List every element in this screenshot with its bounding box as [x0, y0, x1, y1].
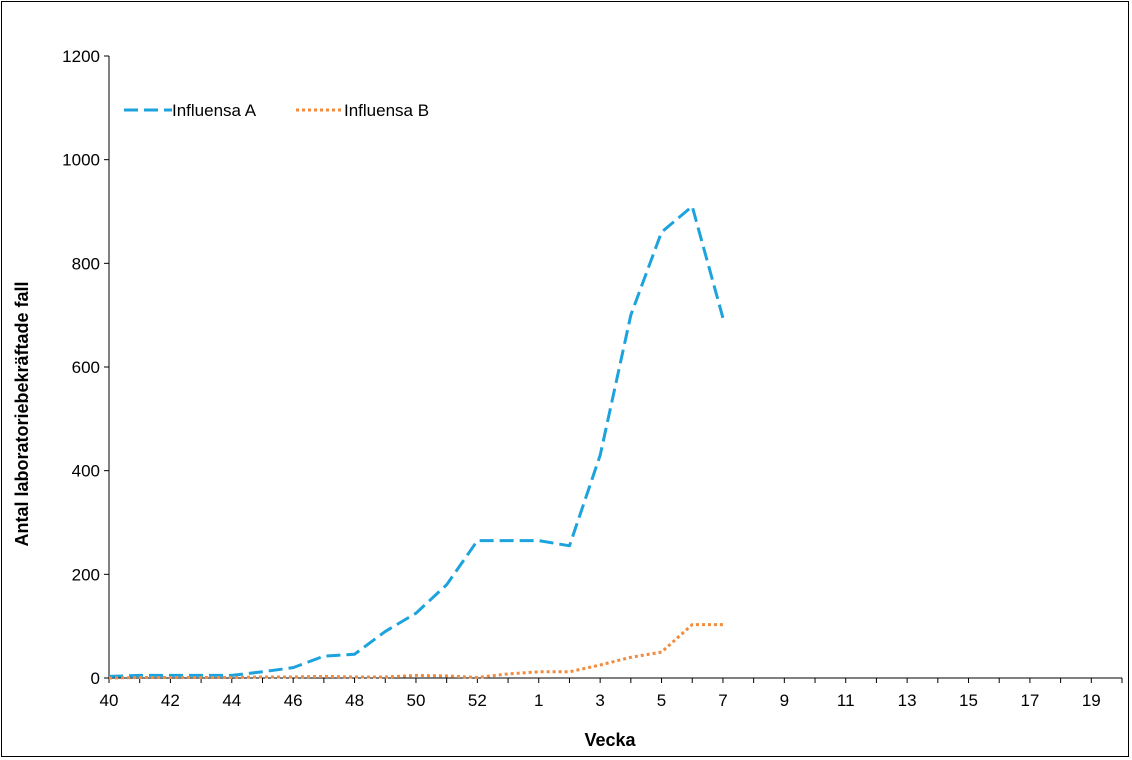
x-tick-label: 50: [407, 691, 426, 710]
x-tick-label: 9: [780, 691, 789, 710]
data-point-influensa-b: [200, 676, 203, 679]
data-point-influensa-a: [629, 314, 632, 317]
x-tick-label: 3: [595, 691, 604, 710]
x-tick-label: 48: [345, 691, 364, 710]
x-tick-label: 42: [161, 691, 180, 710]
data-point-influensa-b: [629, 656, 632, 659]
data-point-influensa-a: [322, 655, 325, 658]
data-point-influensa-a: [568, 544, 571, 547]
data-point-influensa-a: [691, 205, 694, 208]
y-axis-title: Antal laboratoriebekräftade fall: [12, 281, 32, 546]
data-point-influensa-b: [353, 675, 356, 678]
data-point-influensa-b: [691, 623, 694, 626]
x-tick-label: 13: [898, 691, 917, 710]
data-point-influensa-b: [445, 674, 448, 677]
data-point-influensa-a: [599, 454, 602, 457]
x-tick-label: 40: [100, 691, 119, 710]
x-tick-label: 44: [222, 691, 241, 710]
data-point-influensa-a: [721, 316, 724, 319]
x-tick-label: 19: [1082, 691, 1101, 710]
data-point-influensa-b: [322, 675, 325, 678]
data-point-influensa-b: [230, 676, 233, 679]
data-point-influensa-b: [292, 675, 295, 678]
x-axis: 40 42 44 46 48 50 52 1 3 5 7 9 11 13 15 17 19: [100, 677, 1123, 710]
x-tick-label: 52: [468, 691, 487, 710]
data-point-influensa-b: [507, 672, 510, 675]
data-point-influensa-b: [108, 677, 111, 680]
data-point-influensa-b: [384, 675, 387, 678]
data-point-influensa-b: [568, 670, 571, 673]
legend-label-influensa-b: Influensa B: [344, 101, 429, 120]
x-tick-label: 1: [534, 691, 543, 710]
data-point-influensa-b: [476, 676, 479, 679]
y-tick-label: 1000: [62, 151, 100, 170]
legend: Influensa A Influensa B: [124, 101, 429, 120]
data-point-influensa-a: [384, 630, 387, 633]
y-tick-label: 400: [72, 462, 100, 481]
x-tick-label: 5: [657, 691, 666, 710]
data-point-influensa-a: [660, 231, 663, 234]
y-tick-label: 600: [72, 358, 100, 377]
data-point-influensa-a: [445, 583, 448, 586]
data-point-influensa-a: [261, 670, 264, 673]
data-point-influensa-a: [353, 653, 356, 656]
data-point-influensa-b: [138, 676, 141, 679]
data-point-influensa-b: [261, 675, 264, 678]
data-point-influensa-b: [599, 664, 602, 667]
data-point-influensa-b: [660, 651, 663, 654]
x-tick-label: 11: [837, 691, 855, 710]
y-tick-label: 1200: [62, 47, 100, 66]
data-point-influensa-a: [292, 666, 295, 669]
series-line-influensa-b: [108, 623, 723, 680]
data-point-influensa-a: [507, 539, 510, 542]
x-tick-label: 15: [959, 691, 978, 710]
y-axis: 0 200 400 600 800 1000 1200: [62, 47, 110, 688]
data-point-influensa-b: [414, 674, 417, 677]
data-point-influensa-a: [476, 539, 479, 542]
x-axis-title: Vecka: [584, 730, 636, 750]
data-point-influensa-b: [721, 623, 724, 626]
y-tick-label: 200: [72, 565, 100, 584]
y-tick-label: 800: [72, 254, 100, 273]
data-point-influensa-b: [537, 670, 540, 673]
series-line-influensa-a: [108, 204, 725, 678]
data-point-influensa-a: [537, 539, 540, 542]
data-point-influensa-b: [169, 676, 172, 679]
x-tick-label: 17: [1020, 691, 1039, 710]
series-layer: [108, 204, 725, 680]
legend-label-influensa-a: Influensa A: [172, 101, 257, 120]
x-tick-label: 7: [718, 691, 727, 710]
x-tick-label: 46: [284, 691, 303, 710]
data-point-influensa-a: [414, 612, 417, 615]
y-tick-label: 0: [91, 669, 100, 688]
